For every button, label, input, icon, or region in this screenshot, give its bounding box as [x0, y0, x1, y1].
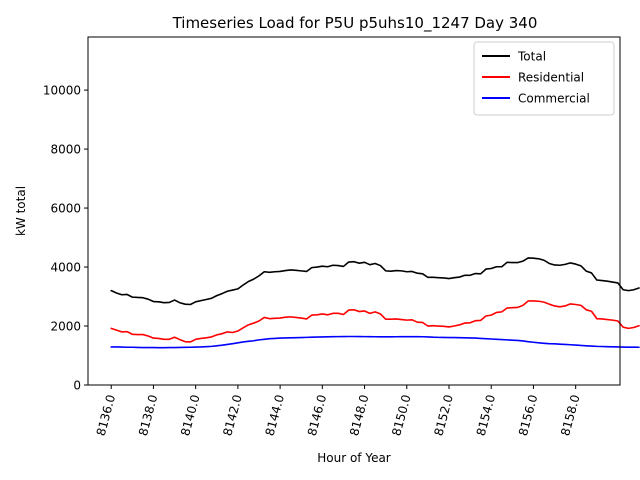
- series-line-total: [110, 257, 640, 306]
- y-tick-label: 4000: [50, 261, 81, 275]
- y-tick-label: 0: [73, 379, 81, 393]
- y-axis-label: kW total: [14, 186, 28, 236]
- legend-label-commercial: Commercial: [518, 92, 590, 106]
- x-axis-label: Hour of Year: [317, 451, 391, 465]
- legend-box: [473, 41, 615, 116]
- plot-area: [110, 257, 640, 349]
- series-line-commercial: [110, 335, 640, 349]
- legend-label-total: Total: [517, 50, 546, 64]
- y-axis: 0 2000 4000 6000 8000 10000: [43, 84, 88, 393]
- plot-frame: [87, 36, 621, 386]
- chart-title: Timeseries Load for P5U p5uhs10_1247 Day…: [172, 14, 538, 33]
- y-tick-label: 10000: [43, 84, 81, 98]
- y-tick-label: 6000: [50, 202, 81, 216]
- series-line-residential: [110, 300, 640, 343]
- y-tick-label: 8000: [50, 143, 81, 157]
- legend: Total Residential Commercial: [473, 41, 615, 116]
- y-tick-label: 2000: [50, 320, 81, 334]
- legend-label-residential: Residential: [518, 71, 584, 85]
